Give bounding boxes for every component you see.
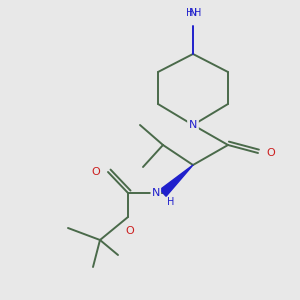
Polygon shape [160, 165, 193, 196]
Text: H: H [194, 8, 201, 18]
Text: O: O [126, 226, 134, 236]
Text: O: O [91, 167, 100, 177]
Text: H: H [186, 8, 193, 18]
Text: H: H [167, 197, 174, 207]
Text: N: N [189, 120, 197, 130]
Text: N: N [189, 8, 197, 18]
Text: O: O [266, 148, 275, 158]
Text: N: N [152, 188, 160, 198]
